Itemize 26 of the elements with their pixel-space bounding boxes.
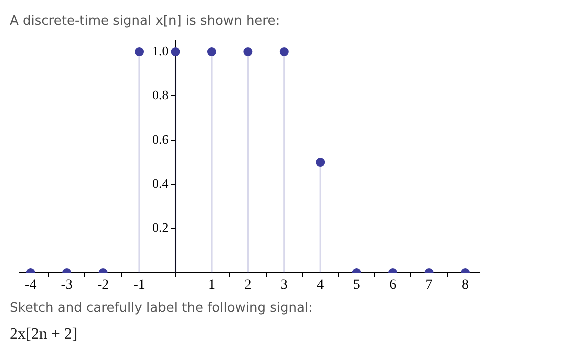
y-tick-label: 0.2 xyxy=(152,220,169,236)
point xyxy=(207,48,216,57)
y-tick-label: 0.8 xyxy=(152,88,169,103)
x-tick-label: 1 xyxy=(208,278,216,294)
point xyxy=(280,48,289,57)
x-tick-label: -4 xyxy=(25,278,37,294)
x-tick-label: 3 xyxy=(280,278,288,294)
y-tick-label: 0.4 xyxy=(152,176,170,192)
x-tick-label: 7 xyxy=(426,278,433,294)
text: 2x[2n + 2] xyxy=(10,326,79,344)
x-tick-label: -1 xyxy=(134,278,146,294)
point xyxy=(135,48,144,57)
x-tick-label: 2 xyxy=(244,278,252,294)
text: Sketch and carefully label the following signal: xyxy=(10,301,314,316)
chart-title: A discrete-time signal x[n] is shown here: xyxy=(10,14,282,29)
y-tick-label: 1.0 xyxy=(152,43,169,58)
x-tick-label: 4 xyxy=(317,278,324,294)
x-tick-label: 5 xyxy=(353,278,360,294)
point xyxy=(171,48,180,57)
point xyxy=(244,48,253,57)
y-tick-label: 0.6 xyxy=(152,132,170,147)
x-tick-label: 6 xyxy=(390,278,397,294)
x-tick-label: 8 xyxy=(462,278,470,294)
x-tick-label: -2 xyxy=(97,278,110,294)
x-tick-label: -3 xyxy=(61,278,73,294)
point xyxy=(316,158,326,168)
